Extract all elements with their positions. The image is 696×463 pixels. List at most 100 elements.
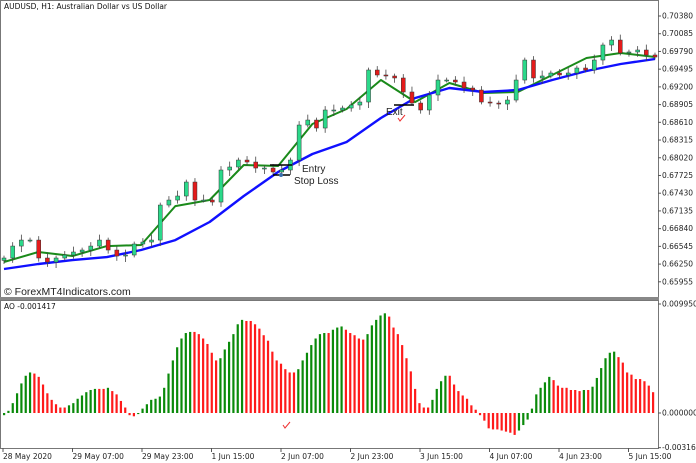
ao-bar [366, 334, 369, 413]
candle-body [166, 199, 172, 206]
candle-body [305, 119, 311, 126]
ao-bar [323, 333, 326, 413]
candle [314, 117, 319, 132]
ao-bar [50, 399, 53, 413]
chart-title: AUDUSD, H1: Australian Dollar vs US Doll… [4, 2, 167, 11]
ao-bar [318, 334, 322, 413]
ao-bar [608, 352, 611, 413]
ao-bar [262, 335, 265, 413]
ao-bar [176, 347, 179, 413]
ao-bar [422, 407, 425, 413]
candle [340, 105, 345, 113]
ao-bar [375, 319, 378, 413]
slow-ma-line [3, 57, 656, 271]
ao-bar [292, 372, 296, 413]
time-tick-label: 2 Jun 23:00 [351, 452, 394, 461]
price-tick-label: 0.66545 [662, 242, 693, 251]
candle-body [565, 72, 571, 76]
candle [626, 49, 632, 57]
candle-body [348, 104, 354, 109]
ao-bar [483, 413, 486, 421]
candle [574, 65, 580, 80]
candle [218, 166, 224, 207]
candle [565, 67, 571, 80]
ao-bar [504, 413, 508, 432]
candle [609, 36, 614, 52]
candle [383, 69, 389, 80]
ao-bar [206, 343, 209, 413]
candle [435, 74, 441, 101]
ao-bar [158, 396, 161, 413]
candle [71, 246, 76, 259]
candle-body [635, 49, 640, 53]
candle-body [487, 101, 493, 104]
candle [140, 238, 146, 248]
ao-bar [621, 362, 624, 413]
exit-check-icon [397, 114, 406, 122]
fast-ma-line [3, 52, 656, 263]
ao-bar [539, 387, 542, 413]
candle-body [175, 195, 180, 201]
candle-body [97, 239, 102, 247]
ao-bar [457, 391, 460, 413]
candle-body [71, 251, 76, 256]
ao-bar [336, 327, 339, 413]
candle [644, 44, 649, 61]
ao-bar [253, 324, 257, 413]
candle [62, 251, 68, 261]
ao-bar [223, 349, 226, 413]
exit-label: Exit [386, 107, 403, 118]
ao-bar [145, 404, 148, 413]
candle-body [53, 257, 59, 263]
candle-body [357, 101, 363, 106]
candle-body [140, 241, 146, 245]
candle-body [609, 39, 614, 46]
ao-bar [509, 413, 512, 433]
candle-body [470, 87, 475, 91]
candle [10, 242, 15, 263]
ao-bar [431, 399, 434, 413]
trade-annotations: Entry Stop Loss Exit [270, 104, 414, 429]
price-tick-label: 0.70085 [662, 29, 693, 38]
candle-body [131, 243, 137, 256]
ao-bar [163, 387, 166, 413]
price-tick-label: 0.66840 [662, 224, 693, 233]
ao-bar [349, 333, 352, 413]
ao-bar [344, 329, 348, 413]
ao-bar [340, 326, 343, 413]
candle-body [435, 79, 441, 96]
candle [418, 100, 423, 114]
pane-separator[interactable] [0, 297, 659, 300]
ao-bar [284, 369, 287, 413]
candle [53, 255, 59, 269]
ao-bar [634, 379, 637, 413]
candle [331, 104, 337, 117]
ao-bar [240, 319, 244, 413]
ao-bar [647, 385, 650, 413]
ao-bar [85, 392, 88, 413]
time-tick-label: 29 May 07:00 [73, 452, 125, 461]
ao-bar [327, 333, 330, 413]
candle-body [62, 254, 68, 259]
candle [288, 157, 293, 175]
ao-bar [89, 389, 92, 413]
candle-body [218, 169, 224, 203]
ao-bar [266, 340, 270, 413]
ao-bar [132, 413, 135, 417]
price-tick-label: 0.67135 [662, 206, 693, 215]
ao-bar [245, 320, 248, 413]
ao-bar [491, 413, 495, 430]
candle-body [210, 199, 215, 203]
price-tick-label: 0.68610 [662, 118, 693, 127]
ao-bar [301, 360, 304, 413]
candle [427, 91, 432, 115]
candle-body [45, 257, 50, 263]
ao-bar [353, 335, 356, 413]
watermark: © ForexMT4Indicators.com [4, 286, 131, 298]
ao-bar [396, 334, 399, 413]
candle-body [322, 109, 328, 129]
candle-body [479, 89, 484, 103]
ao-bar [561, 387, 564, 413]
